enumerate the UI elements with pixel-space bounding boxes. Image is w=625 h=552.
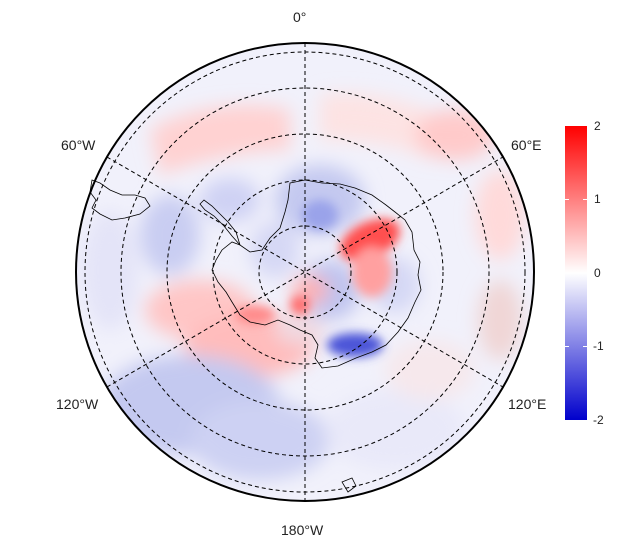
graticule	[84, 43, 526, 501]
latitude-circle	[166, 133, 444, 411]
colorbar-ticks	[565, 199, 587, 347]
colorbar-tick-label: 2	[594, 119, 601, 133]
antarctica-coastline	[211, 179, 422, 369]
lon-label-60e: 60°E	[511, 137, 542, 153]
map-boundary	[75, 42, 535, 502]
lon-label-0: 0°	[293, 9, 307, 25]
island-coastline	[341, 477, 357, 493]
meridian-line	[106, 156, 504, 388]
colorbar-tick-label: -2	[593, 413, 604, 427]
colorbar-tick-label: 0	[594, 266, 601, 280]
colorbar	[565, 126, 587, 420]
lon-label-60w: 60°W	[61, 137, 96, 153]
lon-label-180w: 180°W	[281, 522, 324, 538]
antarctic-peninsula-coastline	[199, 199, 241, 246]
latitude-circle	[212, 179, 398, 365]
south-america-coastline	[89, 179, 151, 221]
lon-label-120w: 120°W	[56, 396, 99, 412]
coastlines	[89, 179, 422, 493]
anomaly-field	[76, 43, 534, 501]
colorbar-tick-label: -1	[593, 339, 604, 353]
lon-label-120e: 120°E	[508, 396, 547, 412]
colorbar-tick-label: 1	[594, 192, 601, 206]
meridian-line	[106, 156, 504, 388]
